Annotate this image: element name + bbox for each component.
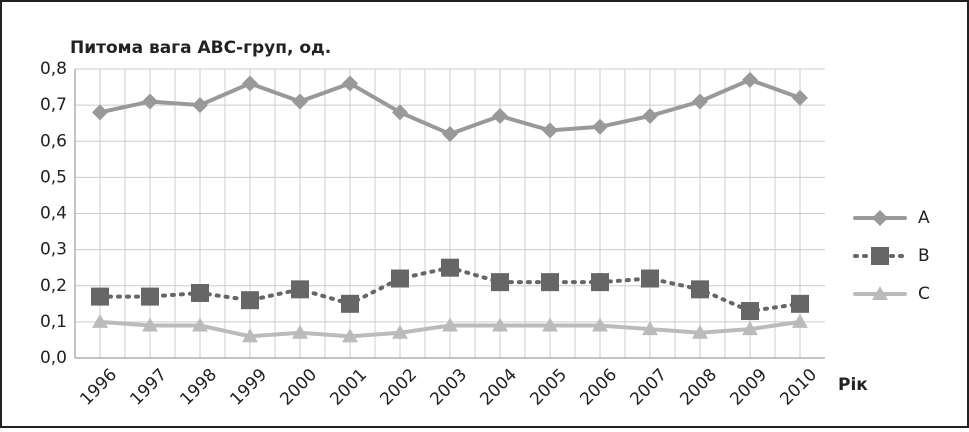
marker [742, 321, 758, 336]
marker [792, 89, 808, 106]
marker [541, 273, 559, 292]
marker [91, 287, 109, 306]
marker [791, 294, 809, 313]
marker [641, 269, 659, 288]
marker [492, 317, 508, 332]
y-tick-label: 0,8 [40, 59, 67, 79]
marker [792, 313, 808, 328]
marker [292, 324, 308, 339]
legend-marker [871, 247, 889, 265]
marker [442, 317, 458, 332]
y-tick-label: 0,2 [40, 276, 67, 296]
marker [141, 287, 159, 306]
marker [142, 317, 158, 332]
marker [291, 280, 309, 299]
marker [592, 317, 608, 332]
marker [92, 313, 108, 328]
marker [591, 273, 609, 292]
marker [342, 75, 358, 92]
marker [292, 93, 308, 110]
marker [592, 118, 608, 135]
marker [442, 126, 458, 143]
marker [441, 258, 459, 277]
y-tick-label: 0,1 [40, 312, 67, 332]
legend-label: A [918, 208, 930, 228]
marker [192, 97, 208, 114]
y-tick-label: 0,6 [40, 131, 67, 151]
y-tick-label: 0,5 [40, 167, 67, 187]
marker [692, 324, 708, 339]
marker [142, 93, 158, 110]
marker [392, 104, 408, 121]
chart-title: Питома вага АВС-груп, од. [70, 38, 331, 58]
y-tick-label: 0,4 [40, 204, 67, 224]
marker [542, 317, 558, 332]
marker [341, 294, 359, 313]
marker [642, 107, 658, 124]
marker [392, 324, 408, 339]
y-tick-label: 0,3 [40, 240, 67, 260]
marker [191, 283, 209, 302]
marker [492, 107, 508, 124]
marker [241, 291, 259, 310]
marker [342, 328, 358, 343]
marker [491, 273, 509, 292]
legend-label: B [918, 246, 930, 266]
marker [391, 269, 409, 288]
legend-marker [872, 210, 888, 226]
marker [742, 71, 758, 88]
marker [642, 321, 658, 336]
marker [692, 93, 708, 110]
marker [92, 104, 108, 121]
marker [192, 317, 208, 332]
x-axis-label: Рік [838, 375, 868, 395]
marker [242, 75, 258, 92]
y-tick-label: 0,7 [40, 95, 67, 115]
marker [691, 280, 709, 299]
marker [242, 328, 258, 343]
y-tick-label: 0,0 [40, 348, 67, 368]
legend-label: C [918, 284, 930, 304]
marker [741, 302, 759, 321]
legend-marker [872, 286, 888, 300]
marker [542, 122, 558, 139]
